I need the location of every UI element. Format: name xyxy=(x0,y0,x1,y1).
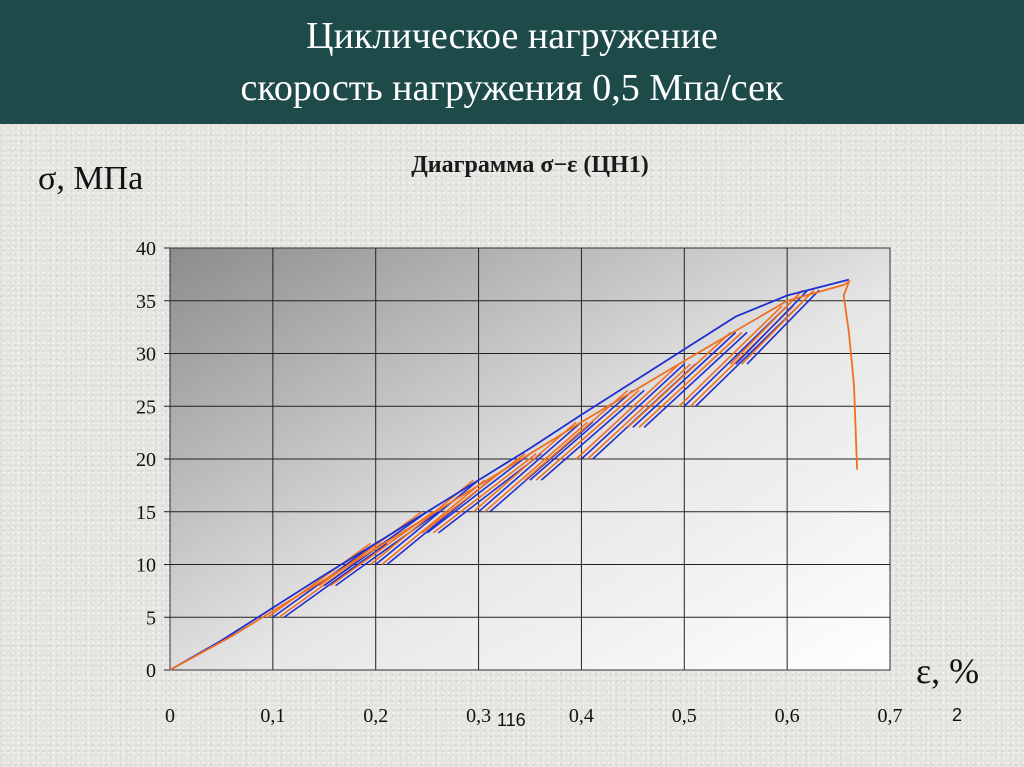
y-tick-label: 5 xyxy=(146,607,156,629)
series-line xyxy=(169,279,858,671)
cycle-line xyxy=(638,331,743,428)
cycle-line xyxy=(632,331,737,428)
y-tick-label: 10 xyxy=(136,555,156,577)
cycle-line xyxy=(381,479,486,566)
cycle-line xyxy=(535,389,640,481)
cycle-line xyxy=(746,289,820,365)
cycle-line xyxy=(540,389,645,481)
cycle-line xyxy=(283,542,388,618)
tick-labels: 0 0,1 0,2 0,3 0,4 0,5 0,6 0,7 0 5 10 15 20 25 30 35 40 xyxy=(136,238,903,727)
cycle-line xyxy=(267,542,372,618)
grid-lines xyxy=(164,247,890,671)
cycle-line xyxy=(678,305,783,407)
page-number-left: 116 xyxy=(497,710,526,730)
y-axis-label: σ, МПа xyxy=(38,160,144,197)
cycle-line xyxy=(484,421,589,513)
series-lines xyxy=(169,278,858,671)
cycle-line xyxy=(587,363,691,460)
cycle-line xyxy=(627,331,732,428)
y-tick-label: 35 xyxy=(136,291,156,313)
chart-title: Диаграмма σ−ε (ЦН1) xyxy=(411,152,649,178)
slide-title-line2: скорость нагружения 0,5 Мпа/сек xyxy=(240,67,784,109)
y-tick-label: 15 xyxy=(136,502,156,524)
cycle-line xyxy=(575,363,680,460)
cycle-line xyxy=(375,479,480,566)
cycle-line xyxy=(741,289,815,365)
slide-title-line1: Циклическое нагружение xyxy=(306,15,718,57)
cycle-line xyxy=(489,421,594,513)
slide-header: Циклическое нагружение скорость нагружен… xyxy=(0,0,1024,124)
x-tick-label: 0,1 xyxy=(260,705,285,727)
cycle-line xyxy=(432,453,537,534)
x-tick-label: 0,4 xyxy=(569,705,594,727)
y-tick-label: 40 xyxy=(136,238,156,260)
x-tick-label: 0,3 xyxy=(466,705,491,727)
x-tick-label: 0,5 xyxy=(672,705,697,727)
y-tick-label: 20 xyxy=(136,449,156,471)
cycle-line xyxy=(478,421,582,513)
x-tick-label: 0,7 xyxy=(878,705,903,727)
cycle-line xyxy=(426,453,531,534)
cycle-line xyxy=(472,421,577,513)
cycle-line xyxy=(729,289,804,365)
cycle-line xyxy=(529,389,634,481)
cycle-line xyxy=(335,511,439,587)
y-tick-label: 25 xyxy=(136,396,156,418)
cycle-line xyxy=(580,363,685,460)
series-line xyxy=(169,278,850,671)
cycle-line xyxy=(735,289,809,365)
x-tick-label: 0,6 xyxy=(775,705,800,727)
x-tick-label: 0,2 xyxy=(363,705,388,727)
y-tick-label: 0 xyxy=(146,660,156,682)
page-number-right: 2 xyxy=(952,705,963,725)
x-tick-label: 0 xyxy=(165,705,175,727)
x-axis-label: ε, % xyxy=(916,651,980,691)
y-tick-label: 30 xyxy=(136,344,156,366)
cycle-line xyxy=(643,331,748,428)
